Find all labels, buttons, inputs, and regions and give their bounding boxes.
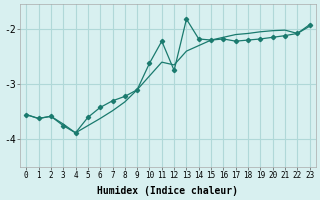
X-axis label: Humidex (Indice chaleur): Humidex (Indice chaleur) — [98, 186, 238, 196]
